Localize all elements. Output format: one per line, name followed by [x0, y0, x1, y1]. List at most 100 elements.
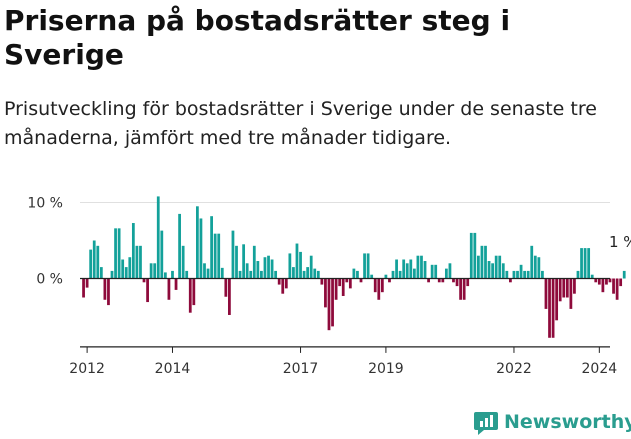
chart-bar [384, 274, 388, 279]
chart-bar [117, 228, 121, 279]
chart-bar [441, 278, 445, 283]
chart-bar [420, 255, 423, 279]
chart-bar [338, 278, 342, 287]
chart-bar [373, 278, 377, 293]
chart-bar [583, 248, 587, 279]
chart-bar [178, 213, 181, 279]
chart-bar [171, 270, 174, 279]
chart-bar [573, 278, 576, 294]
chart-bar [523, 270, 527, 279]
chart-bar [114, 228, 117, 279]
chart-bar [174, 278, 178, 290]
chart-bar [249, 270, 253, 279]
chart-bar [509, 278, 512, 283]
chart-bar [277, 278, 281, 285]
chart-bar [512, 270, 516, 279]
chart-bar [121, 259, 125, 279]
chart-bar [558, 278, 562, 302]
chart-bar [359, 278, 363, 283]
chart-bar [505, 270, 509, 279]
chart-bar [92, 240, 96, 279]
chart-bar [99, 267, 103, 279]
chart-bar [576, 270, 580, 279]
chart-bar [366, 253, 370, 279]
chart-bar [324, 278, 327, 308]
y-tick-label: 0 % [36, 272, 63, 288]
chart-bar [327, 278, 331, 331]
chart-bar [341, 278, 345, 296]
chart-bar [199, 218, 203, 279]
chart-bar [274, 270, 278, 279]
chart-bar [235, 245, 238, 279]
last-value-label: 1 % [609, 233, 631, 251]
chart-bar [612, 278, 615, 294]
chart-bar [444, 268, 448, 279]
chart-bar [437, 278, 441, 283]
chart-bar [615, 278, 619, 300]
chart-bar [270, 259, 274, 279]
chart-bar [402, 259, 406, 279]
chart-bar [533, 255, 537, 279]
chart-bar [398, 270, 402, 279]
newsworthy-logo-text: Newsworthy [504, 411, 631, 433]
chart-bar [320, 278, 324, 285]
chart-bar [256, 261, 260, 279]
chart-bar [423, 261, 427, 279]
chart-bar [188, 278, 192, 313]
chart-bar [434, 264, 438, 279]
chart-bar [569, 278, 573, 309]
chart-bar [220, 267, 224, 279]
chart-bar [281, 278, 285, 294]
chart-bar [295, 243, 299, 279]
chart-bar [267, 255, 270, 279]
chart-bar [313, 268, 317, 279]
chart-title: Priserna på bostadsrätter steg i Sverige [4, 4, 511, 71]
chart-bar [196, 206, 199, 279]
chart-bar [537, 257, 541, 279]
chart-bar [213, 233, 217, 279]
chart-bar [224, 278, 228, 297]
chart-bar [412, 268, 416, 279]
chart-bar [587, 248, 591, 279]
chart-bar [149, 263, 153, 279]
chart-bar [455, 278, 459, 287]
chart-bar [363, 253, 366, 279]
x-tick-label: 2022 [496, 361, 532, 377]
chart-bar [316, 270, 320, 279]
chart-bar [555, 278, 559, 321]
chart-bar [551, 278, 555, 338]
chart-bar [142, 278, 146, 283]
chart-bar [306, 267, 310, 279]
chart-bar [334, 278, 338, 300]
chart-bar [348, 278, 352, 289]
chart-bar [163, 272, 167, 279]
chart-bar [430, 264, 434, 279]
chart-bar [548, 278, 551, 338]
chart-bar [110, 270, 114, 279]
chart-bar [299, 251, 302, 279]
chart-bar [146, 278, 149, 303]
chart-bar [491, 263, 494, 279]
chart-bar [217, 233, 221, 279]
chart-bar [580, 248, 583, 279]
chart-bar [228, 278, 231, 315]
chart-bar [288, 253, 292, 279]
chart-bar [139, 245, 142, 279]
chart-bar [427, 278, 430, 283]
chart-bar [260, 270, 263, 279]
chart-bar [153, 263, 157, 279]
chart-bar [203, 263, 206, 279]
chart-bar [565, 278, 569, 298]
chart-bar [562, 278, 566, 298]
chart-bar [608, 278, 612, 283]
chart-bar [501, 263, 505, 279]
chart-bar [619, 278, 623, 287]
chart-bar [103, 278, 107, 300]
chart-bar [622, 270, 626, 279]
chart-bar [448, 263, 452, 279]
chart-bar [380, 278, 384, 293]
chart-bar [185, 270, 189, 279]
chart-bar [231, 230, 235, 279]
chart-bar [377, 278, 381, 300]
chart-bar [309, 255, 313, 279]
